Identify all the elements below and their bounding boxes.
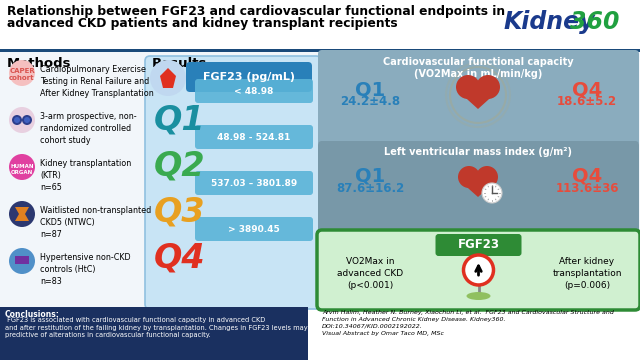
Polygon shape (15, 207, 29, 214)
Text: VO2Max in
advanced CKD
(p<0.001): VO2Max in advanced CKD (p<0.001) (337, 257, 403, 289)
Text: cohort: cohort (9, 75, 35, 81)
Text: 537.03 – 3801.89: 537.03 – 3801.89 (211, 179, 297, 188)
Text: HUMAN: HUMAN (10, 163, 34, 168)
Circle shape (463, 255, 493, 285)
FancyBboxPatch shape (195, 217, 313, 241)
FancyBboxPatch shape (195, 171, 313, 195)
Polygon shape (460, 181, 496, 197)
Text: ORGAN: ORGAN (11, 170, 33, 175)
Text: Results: Results (152, 57, 207, 70)
Circle shape (24, 117, 30, 123)
Circle shape (9, 201, 35, 227)
Circle shape (9, 248, 35, 274)
Circle shape (9, 107, 35, 133)
Polygon shape (15, 214, 29, 221)
FancyBboxPatch shape (317, 230, 640, 310)
Text: Hypertensive non-CKD
controls (HtC)
n=83: Hypertensive non-CKD controls (HtC) n=83 (40, 253, 131, 285)
Bar (0, 0, 640, 50)
Text: Left ventricular mass index (g/m²): Left ventricular mass index (g/m²) (385, 147, 573, 157)
Text: 113.6±36: 113.6±36 (556, 182, 619, 195)
Circle shape (476, 166, 498, 188)
Text: FGF23 is associated with cardiovascular functional capacity in advanced CKD
and : FGF23 is associated with cardiovascular … (5, 317, 318, 338)
Polygon shape (160, 68, 176, 88)
FancyBboxPatch shape (195, 79, 313, 103)
Circle shape (458, 166, 480, 188)
Text: Relationship between FGF23 and cardiovascular functional endpoints in: Relationship between FGF23 and cardiovas… (7, 5, 505, 18)
Circle shape (14, 117, 20, 123)
Circle shape (150, 60, 186, 96)
Circle shape (482, 183, 502, 203)
Bar (0, 52, 640, 307)
Text: < 48.98: < 48.98 (234, 86, 274, 95)
Text: Arvm Halim, Heather N. Burney, Xiaochun Li, et al.  FGF23 and Cardiovascular Str: Arvm Halim, Heather N. Burney, Xiaochun … (322, 310, 614, 336)
Text: Cardiopulmonary Exercise
Testing in Renal Failure and
After Kidney Transplantati: Cardiopulmonary Exercise Testing in Rena… (40, 65, 154, 98)
FancyBboxPatch shape (318, 141, 639, 236)
Text: CAPER: CAPER (9, 68, 35, 74)
Text: 18.6±5.2: 18.6±5.2 (557, 95, 617, 108)
Text: Q1: Q1 (355, 80, 385, 99)
Bar (15, 256, 29, 264)
Text: 87.6±16.2: 87.6±16.2 (336, 182, 404, 195)
Text: Methods: Methods (7, 57, 72, 70)
Ellipse shape (467, 292, 490, 300)
Text: Q2: Q2 (154, 150, 206, 183)
Circle shape (22, 115, 32, 125)
Text: Q4: Q4 (572, 167, 602, 186)
Text: advanced CKD patients and kidney transplant recipients: advanced CKD patients and kidney transpl… (7, 17, 397, 30)
Text: Conclusions:: Conclusions: (5, 310, 60, 319)
FancyBboxPatch shape (195, 125, 313, 149)
Text: Waitlisted non-transplanted
CKD5 (NTWC)
n=87: Waitlisted non-transplanted CKD5 (NTWC) … (40, 206, 151, 239)
Text: 3-arm prospective, non-
randomized controlled
cohort study: 3-arm prospective, non- randomized contr… (40, 112, 136, 145)
Circle shape (9, 60, 35, 86)
Text: FGF23: FGF23 (458, 238, 499, 252)
Text: 48.98 - 524.81: 48.98 - 524.81 (218, 132, 291, 141)
Circle shape (12, 115, 22, 125)
Text: Q4: Q4 (154, 242, 206, 275)
Circle shape (9, 154, 35, 180)
Bar (0, 49, 640, 52)
Circle shape (456, 75, 480, 99)
Text: FGF23 (pg/mL): FGF23 (pg/mL) (203, 72, 295, 82)
Text: Q1: Q1 (154, 104, 206, 137)
Text: > 3890.45: > 3890.45 (228, 225, 280, 234)
Text: Kidney: Kidney (503, 10, 595, 34)
Text: 360: 360 (570, 10, 620, 34)
Text: Q3: Q3 (154, 196, 206, 229)
Text: Kidney transplantation
(KTR)
n=65: Kidney transplantation (KTR) n=65 (40, 159, 131, 192)
Text: Q4: Q4 (572, 80, 602, 99)
FancyBboxPatch shape (435, 234, 522, 256)
Text: After kidney
transplantation
(p=0.006): After kidney transplantation (p=0.006) (552, 257, 621, 289)
Text: 24.2±4.8: 24.2±4.8 (340, 95, 400, 108)
Bar (0, 307, 308, 360)
FancyBboxPatch shape (186, 62, 312, 92)
FancyBboxPatch shape (145, 56, 321, 309)
Text: Cardiovascular functional capacity
(VO2Max in mL/min/kg): Cardiovascular functional capacity (VO2M… (383, 57, 574, 80)
Polygon shape (458, 91, 498, 109)
Text: Q1: Q1 (355, 167, 385, 186)
Circle shape (476, 75, 500, 99)
FancyBboxPatch shape (318, 50, 639, 146)
